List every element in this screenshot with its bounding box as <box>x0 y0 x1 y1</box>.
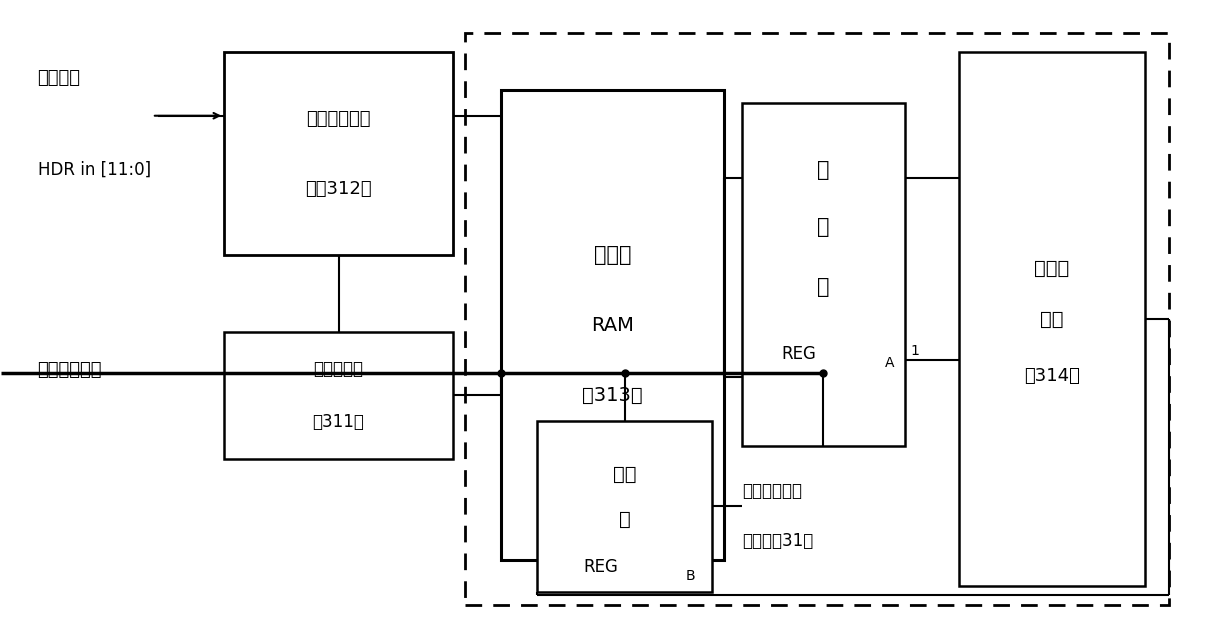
Text: REG: REG <box>583 558 618 575</box>
Text: 地址译码子模: 地址译码子模 <box>307 110 371 128</box>
Text: 器: 器 <box>619 510 630 529</box>
Text: A: A <box>885 357 894 371</box>
Text: B: B <box>686 569 695 583</box>
Bar <box>501 91 724 560</box>
Bar <box>958 52 1145 586</box>
Text: REG: REG <box>782 345 817 363</box>
Bar <box>465 33 1170 605</box>
Text: 四倍像素时钟: 四倍像素时钟 <box>37 361 103 379</box>
Text: HDR in [11:0]: HDR in [11:0] <box>37 161 151 179</box>
Text: RAM: RAM <box>591 316 634 335</box>
Text: 寄存: 寄存 <box>613 465 636 484</box>
Text: 双端口: 双端口 <box>594 246 631 265</box>
Text: 像素时钟: 像素时钟 <box>37 69 81 87</box>
Text: 寄: 寄 <box>817 160 829 180</box>
Text: 器: 器 <box>817 278 829 297</box>
Text: （313）: （313） <box>582 386 643 404</box>
Text: 模块: 模块 <box>1040 309 1063 329</box>
Text: （314）: （314） <box>1024 367 1080 385</box>
Text: 块（312）: 块（312） <box>305 180 372 198</box>
Text: 控制子模块: 控制子模块 <box>314 360 363 378</box>
Text: 计模块（31）: 计模块（31） <box>742 532 814 551</box>
Bar <box>225 52 453 255</box>
Text: 加法子: 加法子 <box>1034 258 1069 278</box>
Bar <box>225 332 453 459</box>
Text: （311）: （311） <box>313 413 365 431</box>
Text: 灰度直方图统: 灰度直方图统 <box>742 482 801 500</box>
Text: 存: 存 <box>817 217 829 237</box>
Bar <box>742 103 904 446</box>
Bar <box>537 420 712 592</box>
Text: 1: 1 <box>910 344 920 358</box>
